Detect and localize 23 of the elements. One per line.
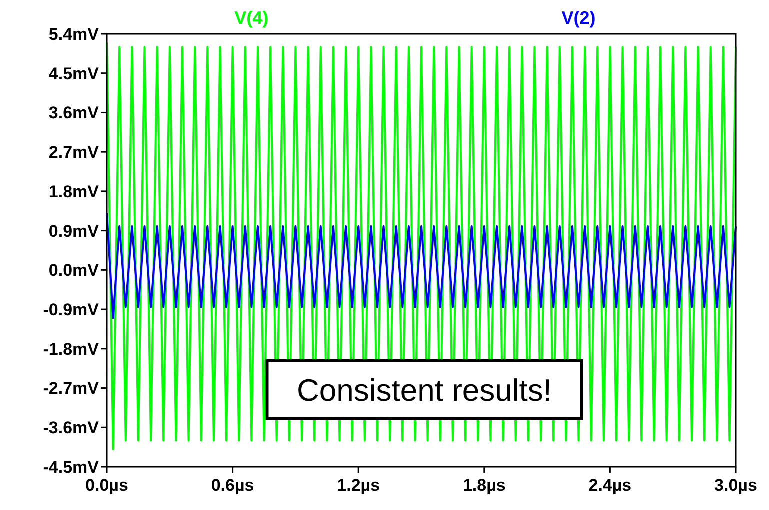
line-series [106,42,737,451]
x-tick-label: 1.8µs [462,476,506,495]
text: V(2) [562,8,596,28]
x-tick-label: 2.4µs [588,476,632,495]
x-tick-label: 3.0µs [714,476,758,495]
y-tick-label: -1.8mV [43,340,100,359]
y-tick-label: 5.4mV [48,24,100,44]
y-tick-label: -3.6mV [43,418,100,438]
x-tick-label: 0.0µs [86,476,128,495]
y-tick-label: -0.9mV [43,300,100,320]
line-series [106,212,737,320]
y-tick-label: -4.5mV [43,458,100,477]
y-tick-label: 4.5mV [48,64,100,84]
y-tick-label: -2.7mV [43,379,100,398]
series-label: V(4) [234,8,269,28]
y-tick-label: 0.0mV [48,261,100,280]
annotation: Consistent results! [297,372,552,408]
y-tick-label: 0.9mV [48,222,100,241]
y-tick-label: 1.8mV [48,182,100,202]
x-tick-label: 0.6µs [211,476,254,495]
y-tick-label: 3.6mV [48,104,100,123]
x-tick-label: 1.2µs [337,476,380,495]
y-tick-label: 2.7mV [48,143,100,162]
